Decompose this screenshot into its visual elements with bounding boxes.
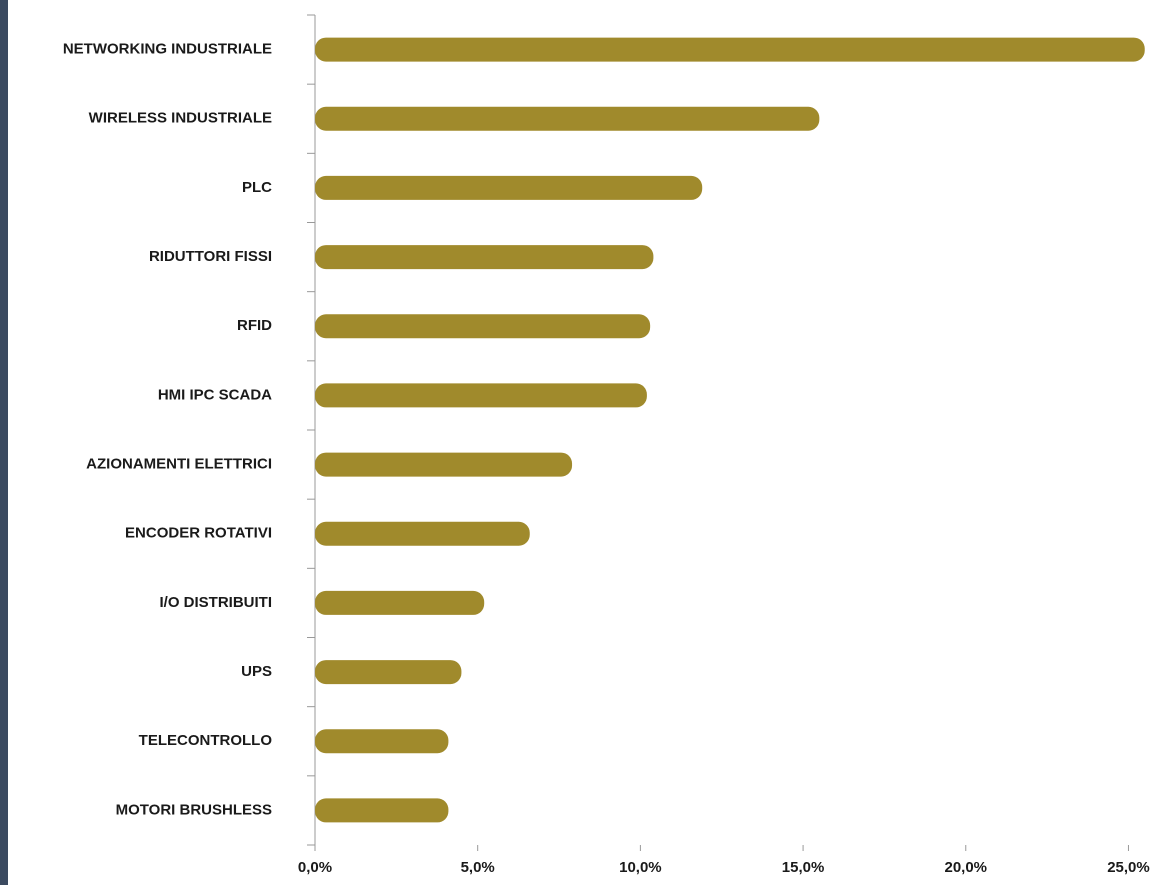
bar	[315, 37, 1145, 62]
side-strip	[0, 0, 8, 885]
bar	[315, 521, 530, 546]
y-tick-label: ENCODER ROTATIVI	[125, 525, 272, 542]
bar	[315, 452, 573, 477]
y-tick-label: TELECONTROLLO	[139, 732, 273, 749]
y-tick-label: NETWORKING INDUSTRIALE	[63, 41, 272, 58]
y-tick-label: I/O DISTRIBUITI	[160, 594, 273, 611]
bar	[315, 245, 654, 270]
y-tick-label: HMI IPC SCADA	[158, 386, 272, 403]
x-tick-label: 10,0%	[619, 859, 662, 876]
y-tick-label: PLC	[242, 179, 272, 196]
x-tick-label: 25,0%	[1107, 859, 1150, 876]
x-tick-label: 5,0%	[461, 859, 495, 876]
y-tick-label: RFID	[237, 317, 272, 334]
x-tick-label: 20,0%	[944, 859, 987, 876]
bar	[315, 590, 485, 615]
bar	[315, 729, 449, 754]
bar	[315, 175, 703, 200]
x-tick-label: 0,0%	[298, 859, 332, 876]
y-tick-label: RIDUTTORI FISSI	[149, 248, 272, 265]
y-tick-label: AZIONAMENTI ELETTRICI	[86, 456, 272, 473]
bar	[315, 106, 820, 131]
bar	[315, 798, 449, 823]
y-tick-label: WIRELESS INDUSTRIALE	[89, 110, 272, 127]
bar	[315, 314, 651, 339]
y-tick-label: UPS	[241, 663, 272, 680]
y-tick-label: MOTORI BRUSHLESS	[116, 801, 272, 818]
x-tick-label: 15,0%	[782, 859, 825, 876]
bar	[315, 383, 647, 408]
bar	[315, 660, 462, 685]
